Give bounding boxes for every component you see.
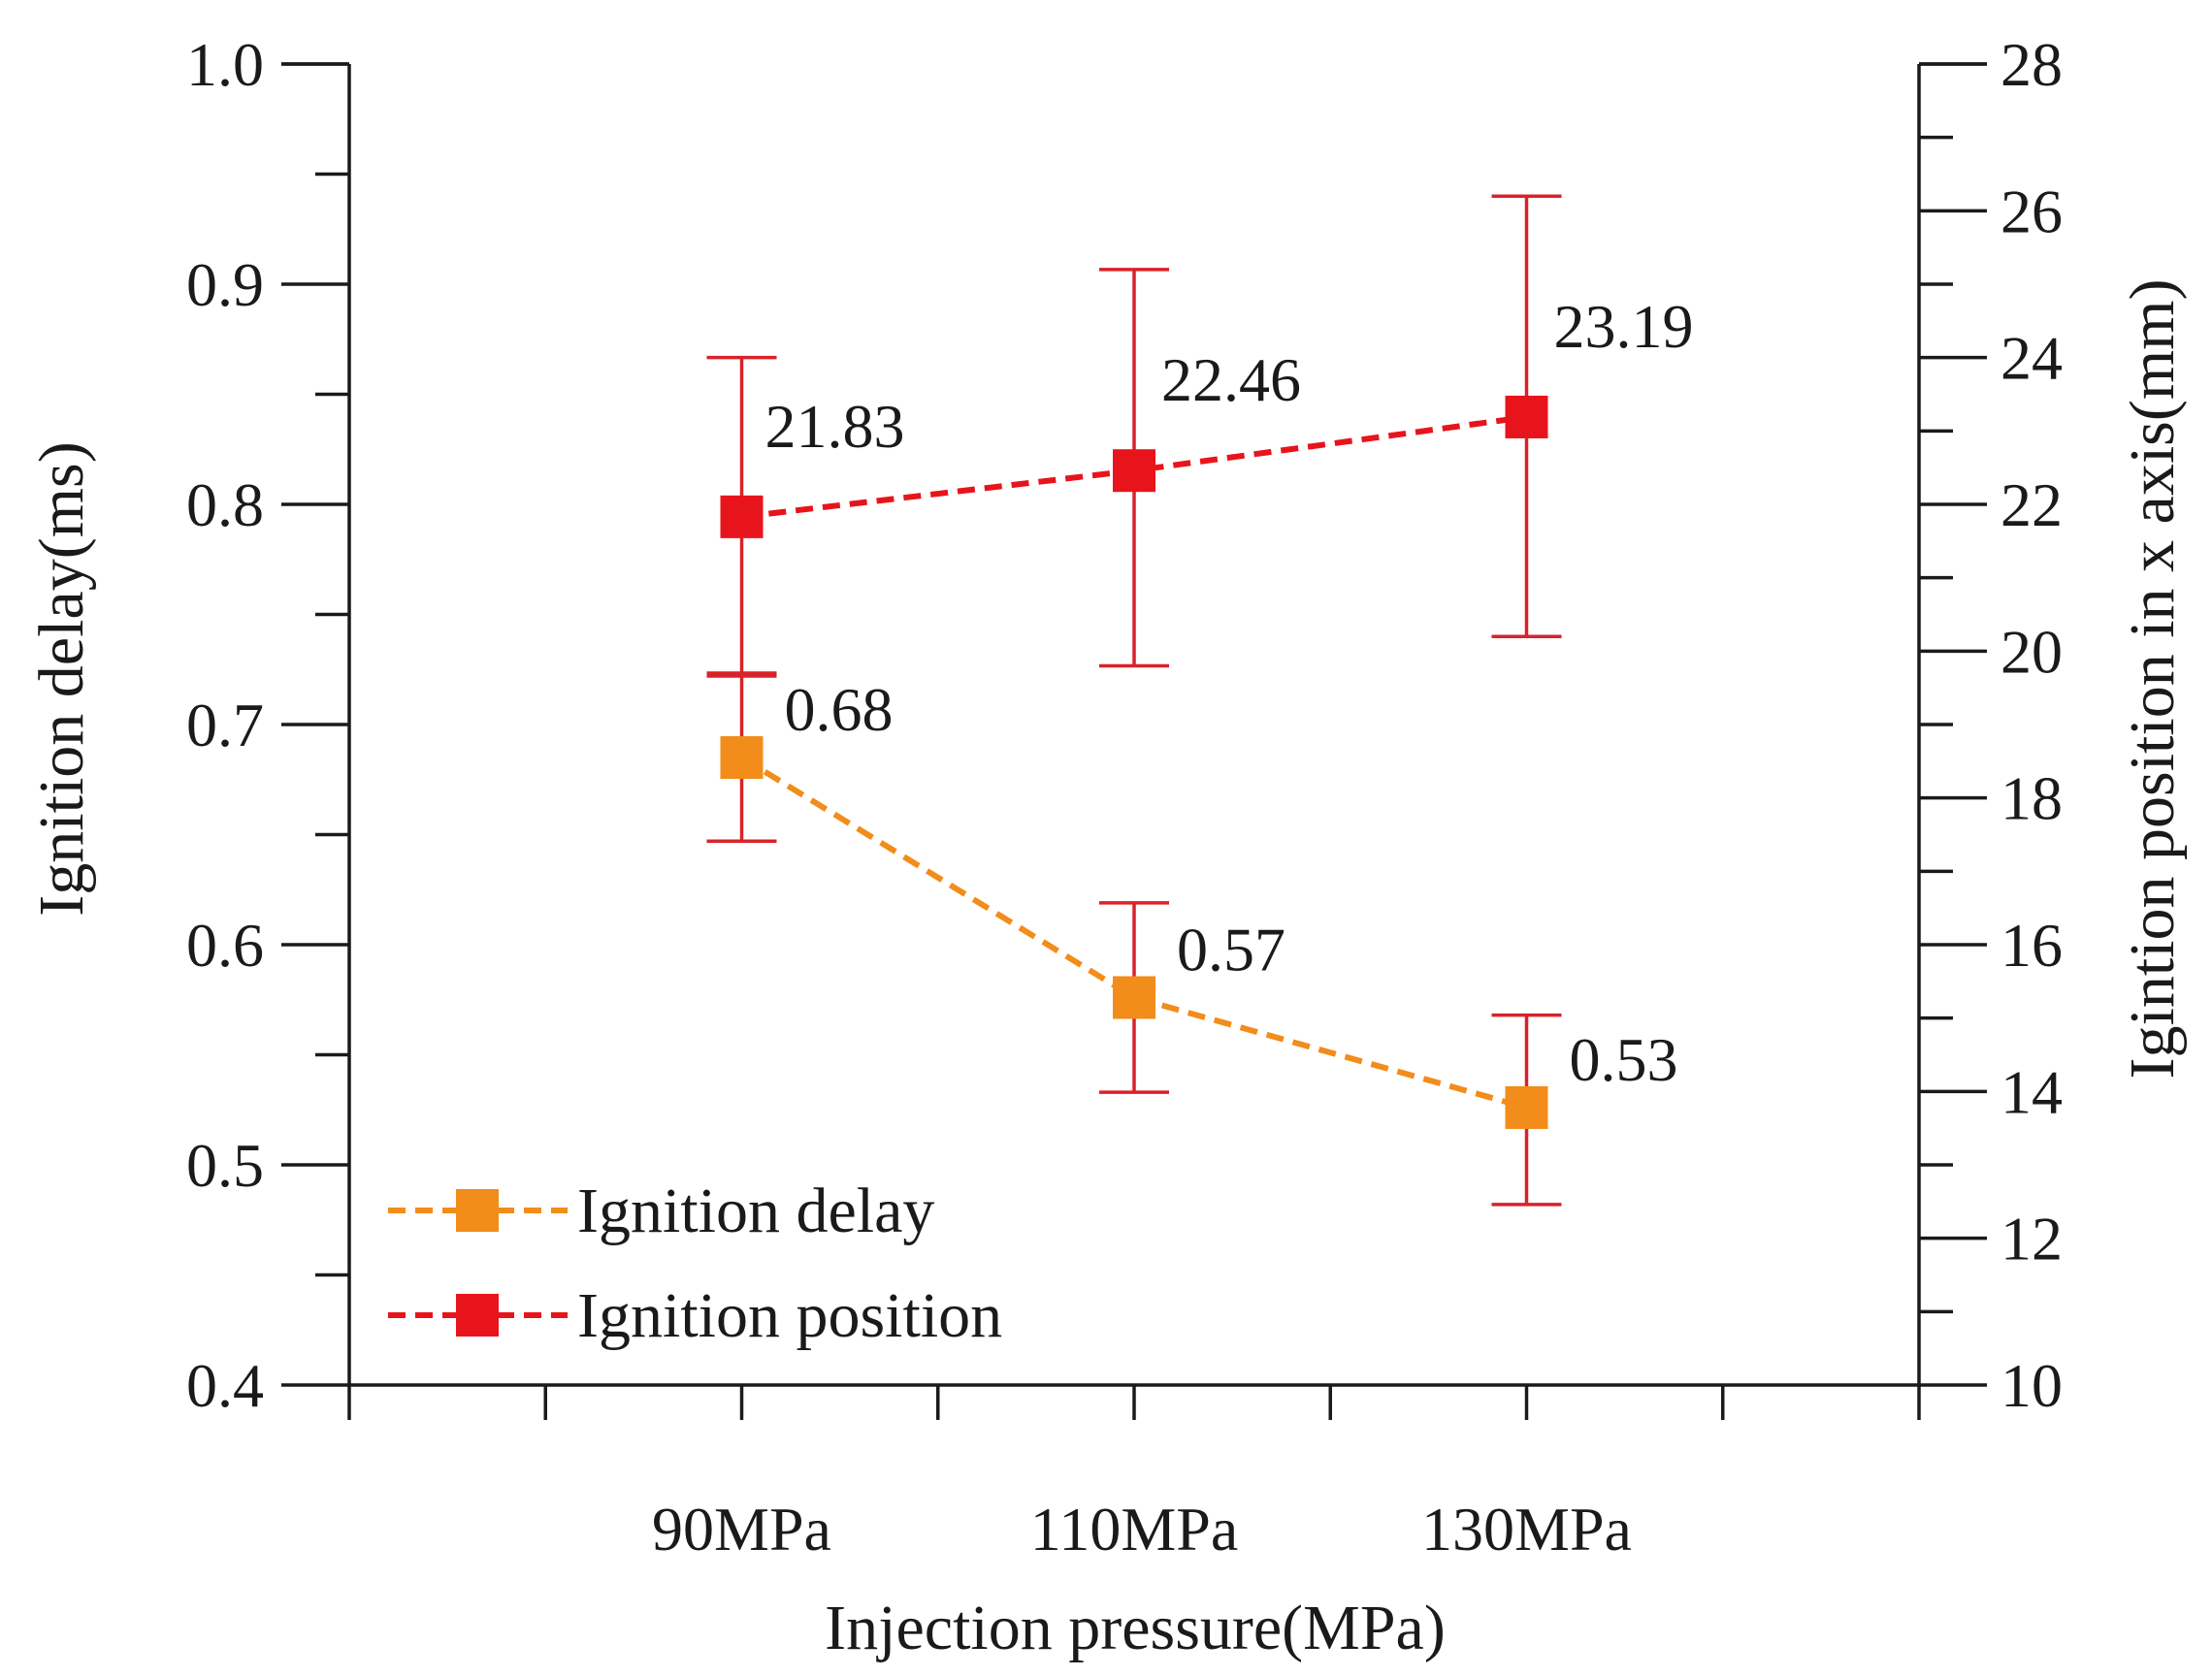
left-y-tick-label: 0.9 [186,250,264,319]
x-axis-title: Injection pressure(MPa) [825,1593,1446,1663]
ignition-position-marker [1505,395,1548,438]
left-y-axis-title: Ignition delay(ms) [26,441,97,916]
ignition-position-data-label: 21.83 [765,392,905,461]
right-y-tick-label: 28 [2001,30,2063,99]
x-tick-label: 130MPa [1421,1495,1632,1563]
left-y-tick-label: 0.8 [186,470,264,539]
right-y-tick-label: 12 [2001,1205,2063,1273]
left-y-tick-label: 0.5 [186,1131,264,1200]
legend-ignition-delay-marker [456,1189,499,1232]
left-y-tick-label: 0.6 [186,911,264,980]
right-y-tick-label: 14 [2001,1057,2063,1126]
ignition-position-marker [1113,449,1155,493]
right-y-tick-label: 10 [2001,1351,2063,1420]
series-layer [706,194,1562,1207]
right-y-tick-label: 20 [2001,617,2063,686]
x-tick-label: 90MPa [652,1495,831,1563]
ignition-position-data-label: 23.19 [1554,292,1694,361]
legend-ignition-position-marker [456,1294,499,1337]
left-y-tick-label: 1.0 [186,30,264,99]
ignition-delay-marker [1113,976,1155,1019]
ignition-position-data-label: 22.46 [1161,345,1301,414]
ignition-delay-marker [1505,1085,1548,1129]
x-tick-label: 110MPa [1030,1495,1239,1563]
legend: Ignition delay Ignition position [388,1176,1002,1351]
ignition-delay-data-label: 0.53 [1570,1025,1678,1094]
right-y-tick-label: 18 [2001,764,2063,833]
ignition-delay-marker [720,736,764,780]
axes: 0.4 0.5 0.6 0.7 0.8 0.9 1.0 10 12 14 16 18 20 22 24 26 2… [186,30,2063,1563]
right-y-tick-label: 26 [2001,177,2063,245]
right-y-tick-label: 22 [2001,470,2063,539]
right-y-tick-label: 16 [2001,911,2063,980]
legend-ignition-position-label: Ignition position [577,1280,1002,1351]
right-y-axis-title: Igintion position in x axis(mm) [2117,279,2188,1080]
right-y-tick-label: 24 [2001,324,2063,393]
data-labels: 0.68 0.57 0.53 21.83 22.46 23.19 [765,292,1694,1094]
legend-ignition-delay-label: Ignition delay [577,1176,934,1246]
ignition-delay-data-label: 0.57 [1177,915,1285,983]
left-y-tick-label: 0.4 [186,1351,264,1420]
ignition-delay-data-label: 0.68 [785,675,894,744]
ignition-position-marker [720,495,764,538]
left-y-tick-label: 0.7 [186,691,264,759]
